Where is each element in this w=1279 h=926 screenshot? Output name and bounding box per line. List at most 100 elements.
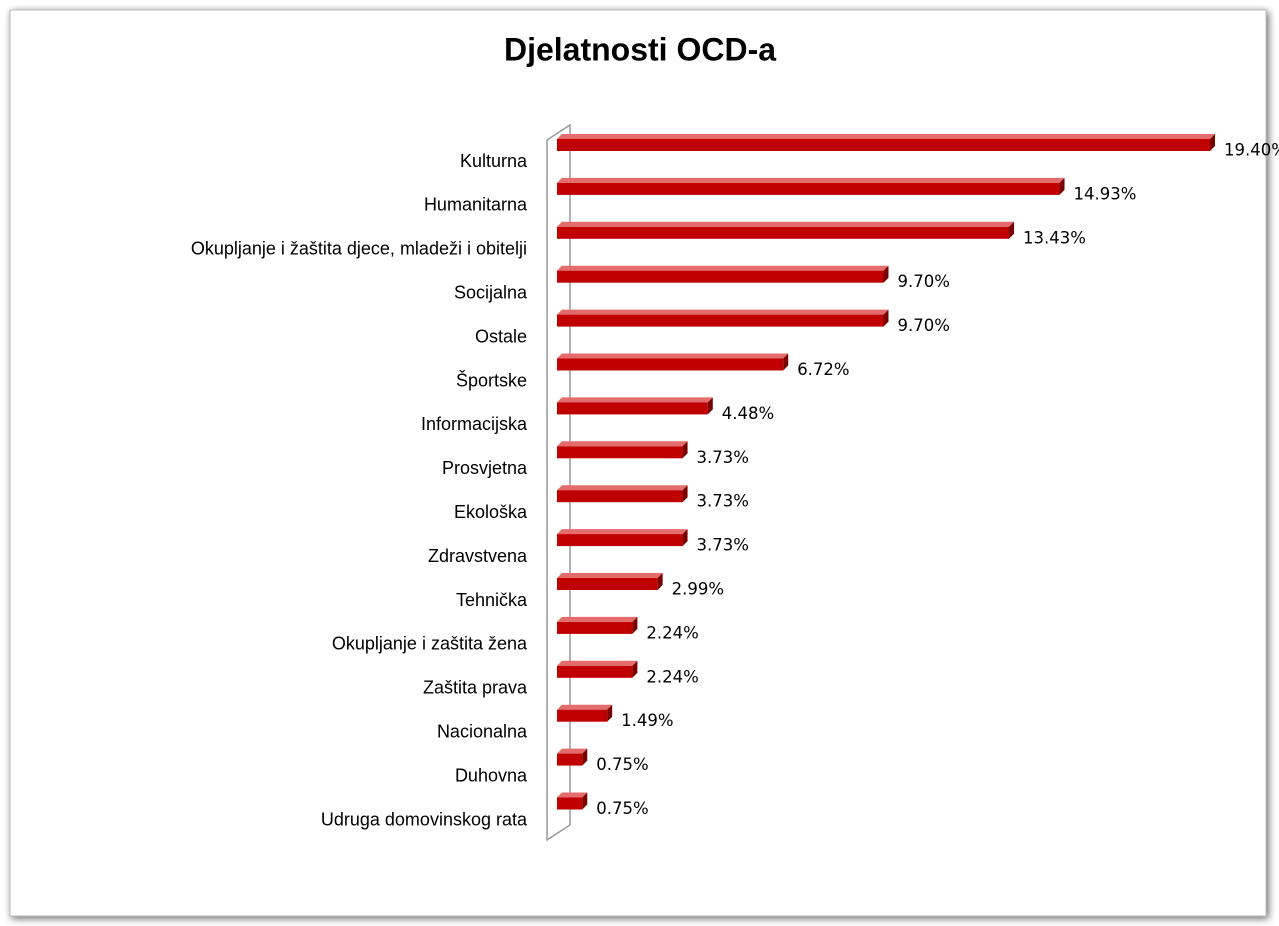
value-label: 6.72% <box>797 360 849 379</box>
bar-top <box>557 221 1015 227</box>
category-label: Nacionalna <box>437 721 528 741</box>
bar <box>557 792 588 810</box>
bar-front <box>557 358 784 371</box>
bar-front <box>557 446 683 459</box>
value-label: 9.70% <box>898 272 950 291</box>
bar-front <box>557 753 583 766</box>
bar-end <box>883 265 889 283</box>
value-label: 3.73% <box>697 448 749 467</box>
bar-end <box>582 792 588 810</box>
category-label: Prosvjetna <box>442 458 528 478</box>
bar-front <box>557 665 633 678</box>
bar-top <box>557 792 588 798</box>
bar-end <box>1009 221 1015 239</box>
bar-front <box>557 578 658 590</box>
value-label: 4.48% <box>722 404 774 423</box>
bar-top <box>557 265 889 271</box>
chart-frame <box>9 9 1267 917</box>
category-label: Ostale <box>475 326 527 346</box>
bar <box>557 265 889 283</box>
value-label: 1.49% <box>621 711 673 730</box>
category-label: Okupljanje i žaštita djece, mladeži i ob… <box>191 239 527 259</box>
bar <box>557 221 1015 239</box>
bar-end <box>783 353 789 371</box>
bar-end <box>1059 177 1065 195</box>
bar <box>557 441 688 459</box>
bar-front <box>557 270 884 283</box>
bar <box>557 748 588 766</box>
bar-end <box>707 397 713 415</box>
value-label: 3.73% <box>697 492 749 511</box>
bar-front <box>557 139 1210 151</box>
value-label: 2.24% <box>646 623 698 642</box>
category-label: Zdravstvena <box>428 546 528 566</box>
value-label: 19.40% <box>1224 141 1279 160</box>
bar-top <box>557 397 713 403</box>
category-label: Ekološka <box>454 502 528 522</box>
bar-top <box>557 529 688 535</box>
bar-end <box>582 748 588 766</box>
bar-end <box>682 485 688 503</box>
bar-front <box>557 182 1060 195</box>
bar-front <box>557 490 683 503</box>
bar-top <box>557 353 789 359</box>
bar <box>557 485 688 503</box>
bar <box>557 529 688 547</box>
bar-top <box>557 177 1065 183</box>
value-label: 2.99% <box>672 580 724 599</box>
bar-top <box>557 748 588 754</box>
category-label: Tehnička <box>456 590 528 610</box>
plot-area <box>557 134 1215 810</box>
category-label: Duhovna <box>455 765 528 785</box>
category-label: Zaštita prava <box>423 678 528 698</box>
bar-front <box>557 621 633 634</box>
bar <box>557 397 713 415</box>
bar <box>557 309 889 327</box>
category-label: Športske <box>456 369 527 390</box>
bar-top <box>557 309 889 315</box>
bar-front <box>557 534 683 547</box>
bar-front <box>557 797 583 810</box>
bar-top <box>557 485 688 491</box>
bar-front <box>557 314 884 327</box>
value-label: 3.73% <box>697 536 749 555</box>
category-label: Humanitarna <box>424 195 528 215</box>
bar <box>557 660 638 678</box>
bar-top <box>557 704 613 710</box>
bar-end <box>632 616 638 634</box>
category-label: Udruga domovinskog rata <box>321 809 528 829</box>
category-label: Okupljanje i zaštita žena <box>332 634 528 654</box>
category-label: Informacijska <box>421 414 528 434</box>
bar <box>557 134 1215 151</box>
value-label: 2.24% <box>646 667 698 686</box>
value-label: 0.75% <box>596 799 648 818</box>
bar-top <box>557 441 688 447</box>
bar-top <box>557 573 663 578</box>
bar <box>557 353 789 371</box>
bar-end <box>607 704 613 722</box>
bar-end <box>632 660 638 678</box>
category-label: Socijalna <box>454 282 528 302</box>
bar <box>557 616 638 634</box>
bar <box>557 704 613 722</box>
bar-end <box>682 529 688 547</box>
bar-front <box>557 709 608 722</box>
bar-top <box>557 660 638 666</box>
category-label: Kulturna <box>460 151 528 171</box>
bar-front <box>557 402 708 415</box>
bar-end <box>883 309 889 327</box>
bar-end <box>682 441 688 459</box>
bar-front <box>557 226 1010 239</box>
value-label: 14.93% <box>1074 184 1137 203</box>
bar-top <box>557 134 1215 139</box>
value-label: 0.75% <box>596 755 648 774</box>
value-label: 9.70% <box>898 316 950 335</box>
bar-top <box>557 616 638 622</box>
bar <box>557 573 663 590</box>
bar <box>557 177 1065 195</box>
bar-end <box>1210 134 1215 151</box>
chart-title: Djelatnosti OCD-a <box>504 31 776 67</box>
bar-end <box>657 573 663 590</box>
axis-wall <box>546 123 571 842</box>
